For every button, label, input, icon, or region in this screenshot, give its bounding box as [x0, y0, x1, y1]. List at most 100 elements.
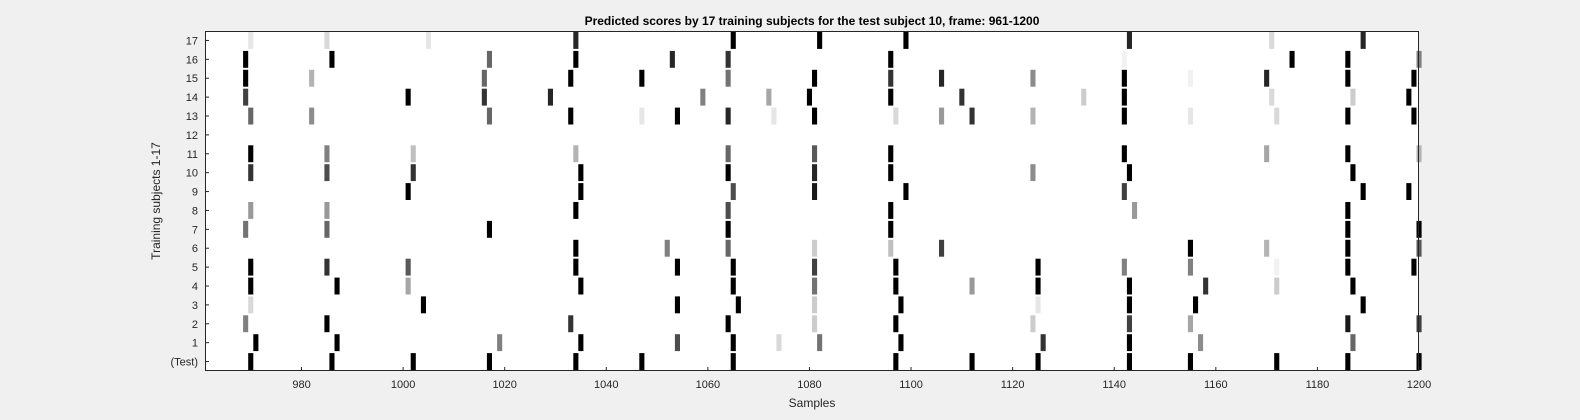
score-mark — [324, 220, 330, 238]
score-mark — [725, 220, 731, 238]
y-tick-label: (Test) — [171, 357, 199, 369]
score-mark — [1121, 183, 1127, 200]
score-mark — [1274, 353, 1280, 370]
score-mark — [1187, 239, 1193, 257]
score-mark — [1126, 277, 1132, 295]
score-mark — [405, 258, 411, 276]
score-mark — [969, 277, 975, 295]
score-mark — [812, 239, 818, 257]
score-mark — [939, 239, 945, 257]
score-mark — [812, 69, 818, 87]
y-tick-label: 14 — [186, 92, 198, 104]
score-mark — [812, 183, 818, 200]
score-mark — [812, 277, 818, 295]
score-mark — [1360, 296, 1366, 314]
score-mark — [725, 239, 731, 257]
score-mark — [1126, 334, 1132, 352]
score-mark — [248, 353, 254, 370]
score-mark — [568, 315, 574, 333]
score-mark — [1030, 315, 1036, 333]
score-mark — [806, 88, 812, 106]
score-mark — [248, 107, 254, 125]
score-mark — [725, 315, 731, 333]
y-tick-label: 5 — [192, 262, 198, 274]
score-mark — [1035, 258, 1041, 276]
y-tick-label: 4 — [192, 281, 198, 293]
score-mark — [888, 145, 894, 163]
score-mark — [1035, 296, 1041, 314]
score-mark — [578, 277, 584, 295]
chart-title: Predicted scores by 17 training subjects… — [585, 14, 1040, 28]
score-mark — [309, 69, 315, 87]
score-mark — [1187, 258, 1193, 276]
score-mark — [1121, 69, 1127, 87]
score-mark — [578, 334, 584, 352]
plot-area — [205, 31, 1419, 371]
score-mark — [725, 107, 731, 125]
x-tick-label: 1180 — [1306, 379, 1330, 391]
y-tick-label: 15 — [186, 73, 198, 85]
score-mark — [725, 202, 731, 219]
y-tick-label: 11 — [187, 149, 198, 161]
score-mark — [1121, 107, 1127, 125]
score-mark — [573, 32, 579, 49]
score-mark — [324, 315, 330, 333]
score-mark — [903, 32, 909, 49]
score-mark — [1264, 69, 1270, 87]
score-mark — [410, 164, 416, 182]
x-tick-label: 1060 — [696, 379, 720, 391]
score-mark — [573, 239, 579, 257]
score-mark — [888, 69, 894, 87]
score-mark — [700, 88, 706, 106]
score-mark — [1126, 353, 1132, 370]
y-axis-label: Training subjects 1-17 — [149, 142, 163, 260]
y-tick-label: 1 — [192, 338, 198, 350]
score-mark — [1030, 107, 1036, 125]
score-mark — [730, 353, 736, 370]
x-tick-label: 1200 — [1407, 379, 1431, 391]
score-mark — [969, 353, 975, 370]
x-tick-label: 1080 — [797, 379, 821, 391]
score-mark — [674, 296, 680, 314]
score-mark — [1187, 69, 1193, 87]
score-mark — [486, 353, 492, 370]
score-mark — [1264, 145, 1270, 163]
score-mark — [1121, 50, 1127, 68]
score-mark — [410, 353, 416, 370]
score-mark — [334, 277, 340, 295]
score-mark — [817, 32, 823, 49]
score-mark — [893, 277, 899, 295]
score-mark — [776, 334, 782, 352]
score-mark — [1411, 69, 1417, 87]
score-mark — [243, 220, 249, 238]
score-mark — [1416, 220, 1422, 238]
score-mark — [1345, 315, 1351, 333]
score-mark — [578, 183, 584, 200]
score-mark — [893, 107, 899, 125]
score-mark — [1274, 277, 1280, 295]
score-mark — [405, 88, 411, 106]
score-mark — [766, 88, 772, 106]
y-tick-label: 12 — [186, 130, 198, 142]
score-mark — [888, 50, 894, 68]
score-mark — [1193, 296, 1199, 314]
score-mark — [735, 296, 741, 314]
score-mark — [939, 107, 945, 125]
plot-border — [205, 31, 1419, 371]
y-tick-label: 8 — [192, 205, 198, 217]
score-mark — [1350, 277, 1356, 295]
score-mark — [1416, 50, 1422, 68]
score-mark — [639, 353, 645, 370]
score-mark — [1132, 202, 1138, 219]
score-mark — [547, 88, 553, 106]
score-mark — [639, 107, 645, 125]
score-mark — [410, 145, 416, 163]
score-mark — [324, 258, 330, 276]
y-tick-label: 3 — [192, 300, 198, 312]
x-tick-label: 1020 — [492, 379, 516, 391]
score-mark — [573, 202, 579, 219]
score-mark — [1345, 220, 1351, 238]
score-mark — [1121, 145, 1127, 163]
score-mark — [730, 334, 736, 352]
